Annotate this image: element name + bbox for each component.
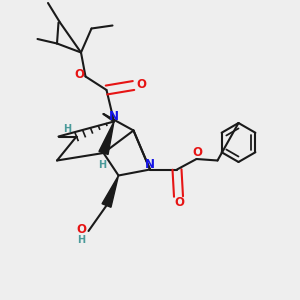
Text: H: H [63, 124, 72, 134]
Text: O: O [192, 146, 203, 159]
Text: O: O [174, 196, 184, 209]
Text: O: O [76, 223, 86, 236]
Polygon shape [99, 122, 114, 154]
Text: O: O [136, 77, 146, 91]
Polygon shape [102, 176, 119, 207]
Text: O: O [74, 68, 84, 82]
Text: N: N [145, 158, 155, 172]
Text: N: N [109, 110, 119, 124]
Text: H: H [98, 160, 106, 170]
Text: H: H [77, 235, 85, 245]
